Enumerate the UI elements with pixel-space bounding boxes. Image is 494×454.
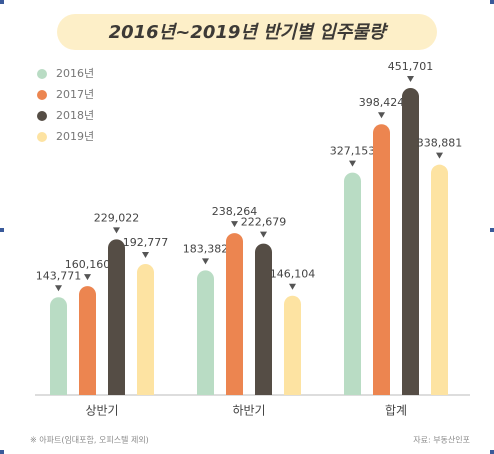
source: 자료: 부동산인포 (413, 435, 470, 445)
x-tick-label: 상반기 (85, 404, 118, 418)
label-pointer (289, 283, 296, 290)
label-pointer (436, 152, 443, 159)
label-pointer (231, 221, 238, 228)
bar (373, 124, 390, 395)
value-label: 222,679 (241, 216, 287, 229)
bar (108, 239, 125, 395)
label-pointer (378, 112, 385, 119)
bar (137, 263, 154, 395)
value-label: 398,424 (359, 96, 405, 109)
label-pointer (260, 231, 267, 238)
label-pointer (55, 285, 62, 292)
value-label: 451,701 (388, 60, 434, 73)
value-label: 146,104 (270, 268, 316, 281)
corner-mark (0, 228, 4, 232)
bar (402, 88, 419, 395)
corner-mark (0, 0, 4, 4)
value-label: 192,777 (123, 236, 169, 249)
label-pointer (142, 251, 149, 258)
chart-title: 2016년~2019년 반기별 입주물량 (109, 22, 389, 43)
label-pointer (202, 258, 209, 265)
value-label: 338,881 (417, 137, 463, 150)
legend-swatch (37, 111, 47, 121)
footnote: ※ 아파트(임대포함, 오피스텔 제외) (30, 435, 149, 445)
label-pointer (113, 227, 120, 234)
legend-label: 2019년 (56, 130, 94, 143)
bar (79, 286, 96, 395)
bar (255, 243, 272, 395)
legend-swatch (37, 132, 47, 142)
x-tick-label: 하반기 (232, 404, 265, 418)
legend-swatch (37, 69, 47, 79)
value-label: 143,771 (36, 269, 82, 282)
corner-mark (490, 228, 494, 232)
legend-label: 2016년 (56, 67, 94, 80)
corner-mark (490, 450, 494, 454)
label-pointer (349, 160, 356, 167)
bar (284, 295, 301, 395)
legend-swatch (37, 90, 47, 100)
value-label: 183,382 (183, 242, 229, 255)
bar (197, 270, 214, 395)
title-pill (57, 14, 437, 50)
label-pointer (84, 274, 91, 281)
bar (50, 297, 67, 395)
value-label: 238,264 (212, 205, 258, 218)
bar (344, 172, 361, 395)
value-label: 327,153 (330, 145, 376, 158)
bar (226, 233, 243, 395)
bar (431, 164, 448, 395)
label-pointer (407, 76, 414, 82)
corner-mark (0, 450, 4, 454)
value-label: 229,022 (94, 211, 140, 224)
legend-label: 2018년 (56, 109, 94, 122)
x-tick-label: 합계 (385, 404, 407, 418)
value-label: 160,160 (65, 258, 111, 271)
corner-mark (490, 0, 494, 4)
legend-label: 2017년 (56, 88, 94, 101)
